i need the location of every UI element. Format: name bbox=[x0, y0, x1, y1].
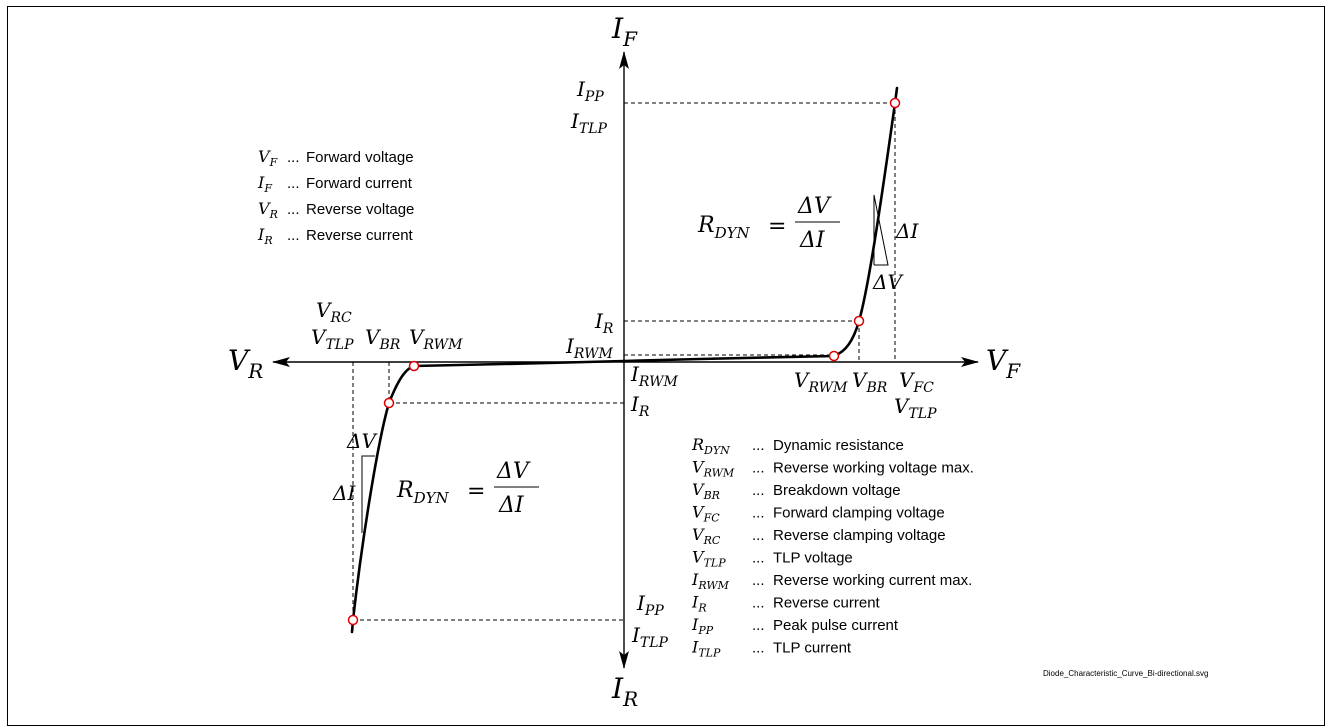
legend-top-item-description: Forward current bbox=[306, 175, 413, 192]
label-ipp-reverse: IPP bbox=[636, 591, 664, 619]
label-ir-forward: IR bbox=[594, 309, 614, 337]
legend-top-item-symbol: VF bbox=[258, 147, 278, 169]
label-itlp-reverse: ITLP bbox=[631, 623, 669, 651]
svg-text:=: = bbox=[768, 214, 786, 239]
legend-top-item-description: Forward voltage bbox=[306, 149, 414, 166]
svg-text:ΔI: ΔI bbox=[799, 228, 826, 253]
point-ipp-reverse bbox=[347, 614, 359, 626]
point-vrwm-reverse bbox=[408, 360, 420, 372]
formula-rdyn-forward: RDYN = ΔV ΔI bbox=[697, 194, 840, 253]
svg-text:ΔI: ΔI bbox=[498, 493, 525, 518]
svg-text:ΔV: ΔV bbox=[797, 194, 832, 219]
legend-bottom-item-description: Reverse current bbox=[773, 595, 881, 612]
legend-bottom-item-symbol: VRWM bbox=[692, 458, 735, 480]
legend-bottom-item-description: Peak pulse current bbox=[773, 617, 899, 634]
legend-bottom-item-symbol: RDYN bbox=[691, 435, 730, 457]
axis-label-vf: VF bbox=[986, 344, 1021, 383]
point-ipp-forward bbox=[889, 97, 901, 109]
legend-top-item-description: Reverse voltage bbox=[306, 201, 414, 218]
formula-rdyn-reverse: RDYN = ΔV ΔI bbox=[396, 459, 539, 518]
legend-bottom-item-description: Reverse working current max. bbox=[773, 572, 972, 589]
label-itlp-forward: ITLP bbox=[570, 109, 608, 137]
legend-bottom: RDYN... Dynamic resistance VRWM... Reverse … bbox=[691, 435, 974, 660]
legend-bottom-item-symbol: VRC bbox=[692, 525, 721, 547]
svg-text:ΔV: ΔV bbox=[496, 459, 531, 484]
legend-bottom-item-symbol: VTLP bbox=[692, 548, 726, 570]
svg-text:RDYN: RDYN bbox=[396, 478, 450, 507]
legend-bottom-item-symbol: IPP bbox=[691, 615, 714, 637]
legend-bottom-item-description: TLP current bbox=[773, 640, 852, 657]
svg-text:=: = bbox=[467, 479, 485, 504]
legend-bottom-item-symbol: VFC bbox=[692, 503, 720, 525]
legend-bottom-item-dots: ... bbox=[752, 482, 765, 499]
legend-bottom-item-symbol: IRWM bbox=[691, 570, 730, 592]
point-irwm-forward bbox=[828, 350, 840, 362]
legend-top-item-symbol: IR bbox=[257, 225, 273, 247]
legend-bottom-item-description: Reverse working voltage max. bbox=[773, 460, 974, 477]
label-vrwm-reverse: VRWM bbox=[409, 325, 463, 353]
diagram-frame bbox=[7, 6, 1325, 726]
legend-bottom-item-dots: ... bbox=[752, 460, 765, 477]
point-ir-reverse bbox=[383, 397, 395, 409]
legend-bottom-item-description: TLP voltage bbox=[773, 550, 853, 567]
legend-bottom-item-description: Reverse clamping voltage bbox=[773, 527, 946, 544]
legend-bottom-item-symbol: ITLP bbox=[691, 638, 721, 660]
label-delta-i-reverse: ΔI bbox=[332, 481, 356, 505]
label-ipp-forward: IPP bbox=[576, 77, 604, 105]
legend-bottom-item-description: Dynamic resistance bbox=[773, 437, 904, 454]
legend-bottom-item-description: Breakdown voltage bbox=[773, 482, 901, 499]
label-irwm-forward: IRWM bbox=[565, 334, 614, 362]
label-vtlp-reverse: VTLP bbox=[311, 325, 354, 353]
legend-bottom-item-symbol: VBR bbox=[692, 480, 720, 502]
label-vtlp-forward: VTLP bbox=[894, 394, 937, 422]
legend-bottom-item-dots: ... bbox=[752, 572, 765, 589]
legend-top-item-description: Reverse current bbox=[306, 227, 414, 244]
legend-top: VF... Forward voltage IF... Forward current… bbox=[257, 147, 414, 247]
label-delta-v-forward: ΔV bbox=[872, 270, 904, 294]
label-vbr-forward: VBR bbox=[852, 368, 888, 396]
legend-top-item-symbol: IF bbox=[257, 173, 272, 195]
label-delta-i-forward: ΔI bbox=[895, 219, 919, 243]
legend-top-item-symbol: VR bbox=[258, 199, 278, 221]
label-vbr-reverse: VBR bbox=[365, 325, 401, 353]
axis-label-ir: IR bbox=[611, 672, 638, 708]
legend-bottom-item-description: Forward clamping voltage bbox=[773, 505, 945, 522]
legend-bottom-item-dots: ... bbox=[752, 550, 765, 567]
legend-bottom-item-dots: ... bbox=[752, 527, 765, 544]
label-ir-reverse: IR bbox=[630, 392, 650, 420]
label-irwm-reverse: IRWM bbox=[630, 362, 679, 390]
legend-top-item-dots: ... bbox=[287, 149, 300, 166]
legend-bottom-item-symbol: IR bbox=[691, 593, 707, 615]
label-vrc-reverse: VRC bbox=[316, 298, 352, 326]
legend-top-item-dots: ... bbox=[287, 201, 300, 218]
label-vfc-forward: VFC bbox=[899, 368, 934, 396]
legend-bottom-item-dots: ... bbox=[752, 505, 765, 522]
label-delta-v-reverse: ΔV bbox=[346, 429, 378, 453]
legend-top-item-dots: ... bbox=[287, 227, 300, 244]
legend-bottom-item-dots: ... bbox=[752, 617, 765, 634]
diode-characteristic-diagram: IF IR VR VF IPP ITLP IR IRWM VRWM VBR VF… bbox=[228, 12, 1208, 708]
axis-label-if: IF bbox=[611, 12, 638, 51]
filename-label: Diode_Characteristic_Curve_Bi-directiona… bbox=[1043, 669, 1208, 678]
point-ir-forward bbox=[853, 315, 865, 327]
legend-bottom-item-dots: ... bbox=[752, 640, 765, 657]
label-vrwm-forward: VRWM bbox=[794, 368, 848, 396]
svg-text:RDYN: RDYN bbox=[697, 213, 751, 242]
legend-top-item-dots: ... bbox=[287, 175, 300, 192]
axis-label-vr: VR bbox=[228, 344, 263, 383]
slope-triangle-forward bbox=[873, 194, 889, 266]
legend-bottom-item-dots: ... bbox=[752, 437, 765, 454]
legend-bottom-item-dots: ... bbox=[752, 595, 765, 612]
slope-triangle-reverse bbox=[361, 455, 375, 533]
